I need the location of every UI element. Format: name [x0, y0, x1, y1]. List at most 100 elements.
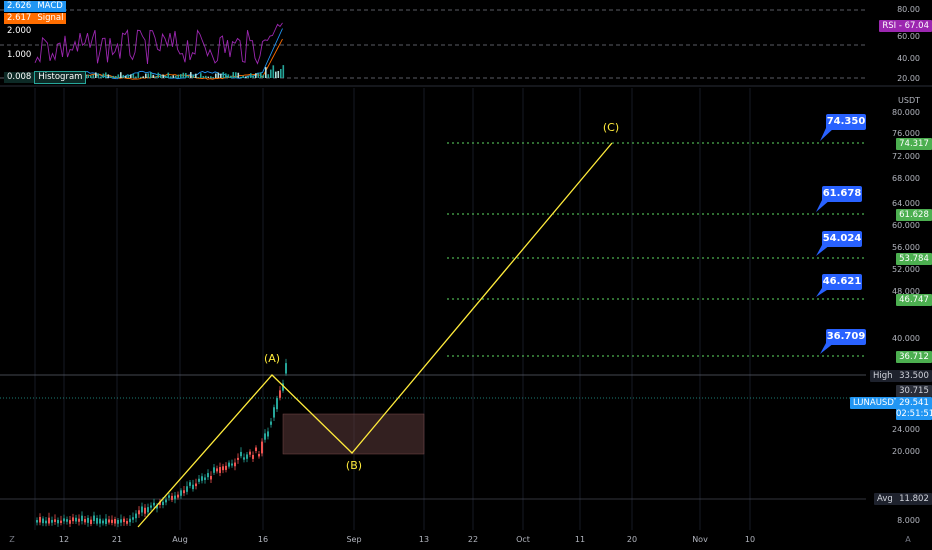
price-label: 20.000 — [892, 447, 920, 456]
elliott-wave-path — [137, 142, 613, 528]
histogram-bar — [262, 74, 265, 78]
candle-body — [93, 515, 95, 522]
histogram-bar — [205, 75, 207, 78]
candle-body — [87, 517, 89, 523]
histogram-bar — [135, 76, 137, 78]
candle-body — [195, 483, 197, 487]
candle-body — [60, 520, 62, 523]
rsi-badge[interactable]: RSI - 67.04 — [879, 20, 932, 32]
histogram-bar — [167, 72, 170, 78]
candle-body — [147, 507, 149, 513]
symbol-tag[interactable]: LUNAUSDT — [850, 397, 903, 409]
rsi-scale-80: 80.00 — [897, 5, 920, 14]
price-label: 56.000 — [892, 243, 920, 252]
histogram-bar — [147, 73, 150, 78]
histogram-bar — [195, 73, 197, 78]
histogram-bar — [265, 67, 267, 78]
histogram-bar — [125, 75, 127, 78]
histogram-bar — [225, 73, 227, 78]
fib-callout[interactable]: 61.678 — [822, 186, 862, 202]
callout-pointer — [816, 200, 830, 212]
time-gridlines — [34, 88, 751, 530]
price-pane — [0, 88, 866, 530]
time-label: 13 — [418, 535, 430, 544]
candle-body — [105, 518, 107, 524]
candle-body — [69, 520, 71, 524]
candle-body — [108, 519, 110, 523]
candle-body — [243, 457, 245, 460]
candle-body — [117, 520, 119, 524]
wave-c-label: (C) — [602, 121, 620, 134]
timezone-icon[interactable]: Z — [9, 535, 15, 544]
time-label: 10 — [744, 535, 756, 544]
candle-body — [90, 519, 92, 524]
histogram-bar — [180, 74, 182, 78]
macd-legend[interactable]: 2.626 MACD — [4, 1, 66, 12]
macd-name: MACD — [34, 1, 66, 12]
histogram-bar — [212, 76, 215, 78]
histogram-bar — [267, 74, 270, 78]
fib-lines — [447, 142, 866, 357]
candle-body — [165, 499, 167, 503]
high-value: 33.500 — [896, 370, 932, 382]
candle-body — [78, 518, 80, 522]
candle-body — [123, 518, 125, 523]
price-label: 40.000 — [892, 334, 920, 343]
candle-body — [102, 520, 104, 524]
histogram-bar — [277, 70, 280, 78]
price-label: 72.000 — [892, 152, 920, 161]
fib-price-tag: 61.628 — [896, 209, 932, 221]
histogram-bar — [222, 72, 225, 78]
price-label: 60.000 — [892, 221, 920, 230]
histogram-bar — [252, 75, 255, 78]
candle-body — [156, 505, 158, 509]
histogram-bar — [127, 74, 130, 78]
candle-body — [228, 462, 230, 467]
time-label: 11 — [574, 535, 586, 544]
callout-pointer — [820, 343, 834, 354]
candle-body — [96, 518, 98, 524]
fib-callout[interactable]: 74.350 — [826, 114, 866, 130]
candle-body — [225, 465, 227, 470]
fib-callout[interactable]: 46.621 — [822, 274, 862, 290]
callout-pointer — [816, 245, 830, 256]
histogram-bar — [117, 74, 120, 78]
histogram-bar — [190, 72, 192, 78]
bar-countdown: 02:51:51 — [896, 408, 932, 420]
candle-body — [39, 516, 41, 523]
histogram-bar — [242, 75, 245, 78]
macd-value: 2.626 — [4, 1, 35, 12]
auto-scale-icon[interactable]: A — [905, 535, 911, 544]
histogram-bar — [202, 76, 205, 78]
histogram-bar — [270, 69, 272, 78]
signal-name: Signal — [34, 13, 67, 24]
signal-legend[interactable]: 2.617 Signal — [4, 13, 67, 24]
candle-body — [51, 519, 53, 523]
histogram-bar — [237, 72, 240, 78]
buy-zone — [282, 413, 425, 455]
candle-body — [249, 451, 251, 455]
histogram-bar — [192, 74, 195, 78]
fib-callout[interactable]: 36.709 — [826, 329, 866, 345]
histogram-legend[interactable]: 0.008 Histogram — [4, 71, 87, 84]
candle-body — [171, 495, 173, 500]
callout-pointer — [820, 128, 834, 141]
candle-body — [231, 463, 233, 466]
histogram-bar — [92, 74, 95, 78]
histogram-bar — [177, 74, 180, 78]
histogram-bar — [100, 76, 102, 78]
candle-body — [270, 421, 272, 425]
rsi-line — [34, 22, 283, 65]
fib-callout[interactable]: 54.024 — [822, 231, 862, 247]
fib-price-tag: 46.747 — [896, 294, 932, 306]
candle-body — [216, 468, 218, 472]
candle-body — [189, 482, 191, 486]
time-label: 21 — [111, 535, 123, 544]
histogram-value: 0.008 — [4, 72, 35, 83]
price-label: 76.000 — [892, 129, 920, 138]
price-label: 8.000 — [897, 516, 920, 525]
candle-body — [255, 447, 257, 451]
candle-body — [54, 519, 56, 522]
histogram-bar — [240, 76, 242, 78]
